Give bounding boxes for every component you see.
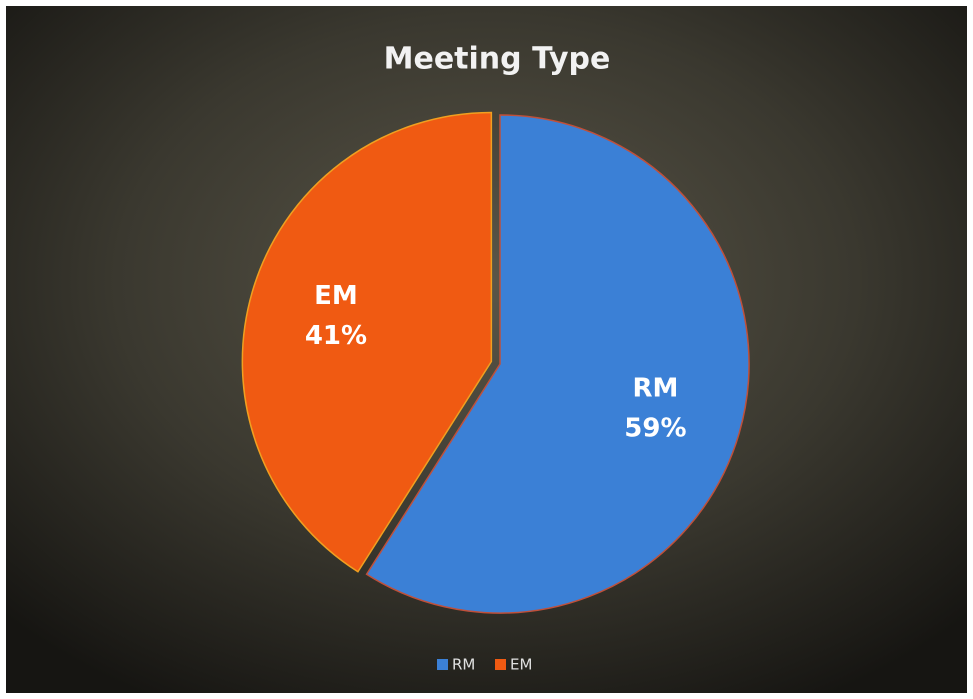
legend-swatch — [495, 659, 506, 670]
legend-swatch — [437, 659, 448, 670]
pie-slice — [241, 111, 493, 573]
slice-value-label: 41% — [305, 321, 367, 351]
pie-slice — [365, 114, 750, 614]
slice-category-label: RM — [632, 374, 678, 404]
legend-label: EM — [510, 656, 532, 674]
slice-category-label: EM — [314, 281, 358, 311]
slice-value-label: 59% — [624, 414, 686, 444]
chart-title: Meeting Type — [384, 42, 611, 77]
legend-label: RM — [452, 656, 475, 674]
